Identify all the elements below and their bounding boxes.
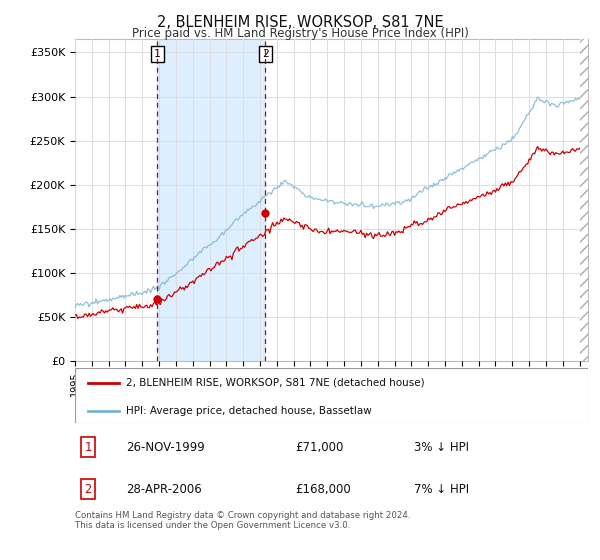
Text: 2, BLENHEIM RISE, WORKSOP, S81 7NE (detached house): 2, BLENHEIM RISE, WORKSOP, S81 7NE (deta… [127, 378, 425, 388]
Text: 2: 2 [262, 49, 269, 59]
Text: £168,000: £168,000 [296, 483, 352, 496]
Text: 1: 1 [84, 441, 91, 454]
Text: 2: 2 [84, 483, 91, 496]
Text: 7% ↓ HPI: 7% ↓ HPI [413, 483, 469, 496]
Bar [157, 39, 265, 361]
Text: £71,000: £71,000 [296, 441, 344, 454]
Text: HPI: Average price, detached house, Bassetlaw: HPI: Average price, detached house, Bass… [127, 406, 372, 416]
Text: Price paid vs. HM Land Registry's House Price Index (HPI): Price paid vs. HM Land Registry's House … [131, 27, 469, 40]
Text: 2, BLENHEIM RISE, WORKSOP, S81 7NE: 2, BLENHEIM RISE, WORKSOP, S81 7NE [157, 15, 443, 30]
Text: 1: 1 [154, 49, 161, 59]
Text: Contains HM Land Registry data © Crown copyright and database right 2024.
This d: Contains HM Land Registry data © Crown c… [75, 511, 410, 530]
FancyBboxPatch shape [75, 368, 588, 423]
Bar [580, 39, 588, 361]
Text: 26-NOV-1999: 26-NOV-1999 [127, 441, 205, 454]
Text: 28-APR-2006: 28-APR-2006 [127, 483, 202, 496]
Text: 3% ↓ HPI: 3% ↓ HPI [413, 441, 469, 454]
Bar [580, 39, 588, 361]
